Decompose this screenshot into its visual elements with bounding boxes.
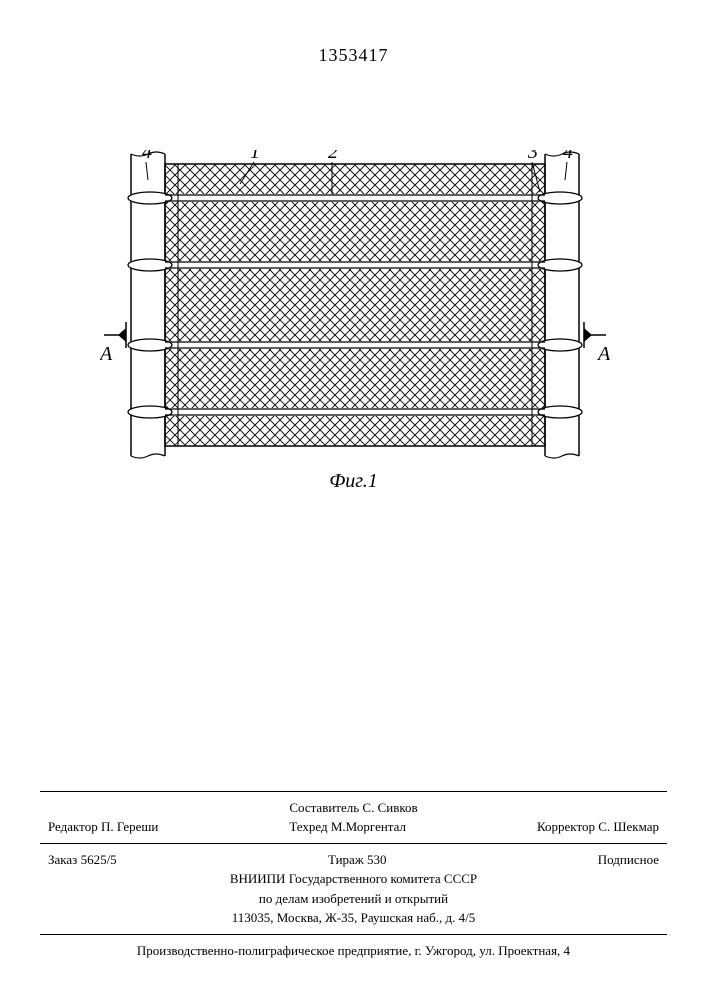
figure-1: 1 2 3 4 4 А А	[100, 150, 610, 460]
subscription: Подписное	[598, 850, 659, 870]
printer-line: Производственно-полиграфическое предприя…	[40, 941, 667, 961]
compiler-label: Составитель	[289, 800, 359, 815]
callout-4-right: 4	[563, 150, 573, 163]
section-label-right: А	[596, 343, 610, 365]
divider	[40, 934, 667, 935]
corrector-name: С. Шекмар	[598, 819, 659, 834]
tirage-label: Тираж	[328, 852, 364, 867]
tirage-number: 530	[367, 852, 387, 867]
imprint-block: Составитель С. Сивков Редактор П. Гереши…	[40, 785, 667, 961]
order-label: Заказ	[48, 852, 77, 867]
figure-label: Фиг.1	[0, 470, 707, 493]
org-line-1: ВНИИПИ Государственного комитета СССР	[40, 869, 667, 889]
editor-name: П. Гереши	[101, 819, 158, 834]
org-line-2: по делам изобретений и открытий	[40, 889, 667, 909]
order-number: 5625/5	[81, 852, 117, 867]
techred-name: М.Моргентал	[331, 819, 406, 834]
callout-1: 1	[250, 150, 260, 163]
callout-4-left: 4	[142, 150, 152, 163]
divider	[40, 843, 667, 844]
section-label-left: А	[100, 343, 113, 365]
document-number: 1353417	[0, 45, 707, 66]
figure-svg: 1 2 3 4 4 А А	[100, 150, 610, 460]
compiler-name: С. Сивков	[362, 800, 417, 815]
editor-label: Редактор	[48, 819, 98, 834]
callout-2: 2	[328, 150, 338, 163]
org-address: 113035, Москва, Ж-35, Раушская наб., д. …	[40, 908, 667, 928]
crosshatch-panel	[165, 164, 545, 446]
corrector-label: Корректор	[537, 819, 595, 834]
divider	[40, 791, 667, 792]
callout-3: 3	[527, 150, 538, 163]
techred-label: Техред	[289, 819, 327, 834]
